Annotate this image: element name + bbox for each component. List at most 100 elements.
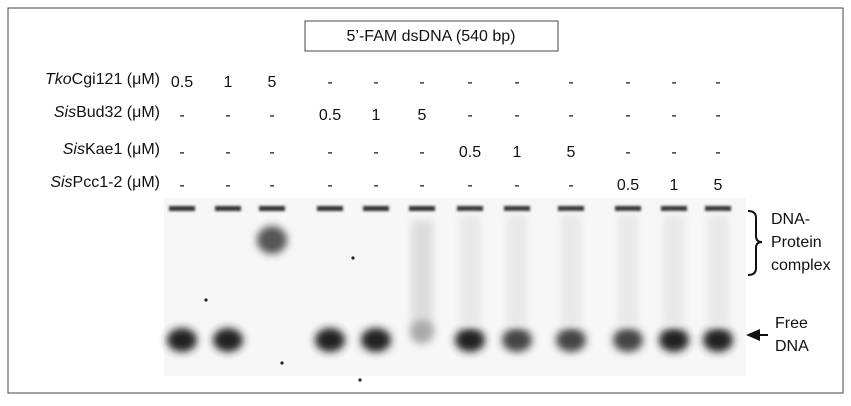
complex-band [257,226,287,254]
concentration: - [179,177,184,194]
smear [507,215,527,325]
concentration: 1 [372,107,381,124]
concentration: - [715,144,720,161]
free-band [659,328,689,352]
well [363,206,389,211]
concentration: - [373,74,378,91]
concentration: - [373,144,378,161]
concentration: - [625,74,630,91]
concentration: - [467,107,472,124]
concentration: - [514,74,519,91]
row-label-italic: Tko [45,71,72,88]
concentration: - [715,107,720,124]
concentration: - [269,107,274,124]
row-label-text: Pcc1-2 (μM) [73,174,160,191]
concentration: - [419,177,424,194]
smear [561,215,581,325]
free-label: Free [775,315,808,332]
well [317,206,343,211]
smear [708,215,728,325]
complex-label: complex [771,257,831,274]
concentration: 5 [418,107,427,124]
gel [164,198,746,376]
speck [204,298,207,301]
row-label-text: Cgi121 (μM) [72,71,160,88]
smear [664,215,684,325]
concentration: - [671,107,676,124]
concentration: - [373,177,378,194]
concentration: - [179,144,184,161]
concentration: - [625,144,630,161]
figure: 5’-FAM dsDNA (540 bp) TkoCgi121 (μM) 0.5 1… [0,0,851,401]
free-band [167,328,197,352]
well [169,206,195,211]
concentration: - [327,177,332,194]
concentration: 5 [714,177,723,194]
free-band [556,328,586,352]
well [259,206,285,211]
concentration: - [514,107,519,124]
concentration: - [715,74,720,91]
well [615,206,641,211]
concentration: 5 [567,144,576,161]
speck [358,378,361,381]
complex-label: DNA- [771,211,810,228]
row-label-text: Kae1 (μM) [85,141,160,158]
concentration: - [327,144,332,161]
concentration: - [225,177,230,194]
concentration: 1 [670,177,679,194]
speck [351,256,354,259]
free-band [213,328,243,352]
complex-label: Protein [771,234,822,251]
concentration: - [269,177,274,194]
well [558,206,584,211]
concentration: - [568,107,573,124]
row-label: SisBud32 (μM) [54,104,160,121]
concentration: - [419,144,424,161]
row-label: TkoCgi121 (μM) [45,71,160,88]
concentration: 1 [513,144,522,161]
row-label-text: Bud32 (μM) [76,104,160,121]
well [215,206,241,211]
row-label-italic: Sis [63,141,85,158]
row-label: SisKae1 (μM) [63,141,160,158]
concentration: - [671,74,676,91]
concentration: - [467,74,472,91]
concentration: - [225,144,230,161]
well [457,206,483,211]
free-band [315,328,345,352]
concentration: 0.5 [617,177,639,194]
concentration: - [625,107,630,124]
title: 5’-FAM dsDNA (540 bp) [347,28,516,45]
well [409,206,435,211]
free-band [703,328,733,352]
free-band [613,328,643,352]
well [504,206,530,211]
well [705,206,731,211]
concentration: - [419,74,424,91]
concentration: 0.5 [171,74,193,91]
concentration: - [269,144,274,161]
concentration: - [568,177,573,194]
smear [460,215,480,325]
concentration: 5 [268,74,277,91]
free-label: DNA [775,338,809,355]
well [661,206,687,211]
free-band [410,320,434,344]
concentration: - [225,107,230,124]
concentration: - [327,74,332,91]
concentration: 0.5 [319,107,341,124]
concentration: 1 [224,74,233,91]
concentration: - [179,107,184,124]
smear [618,215,638,325]
row-label: SisPcc1-2 (μM) [50,174,160,191]
free-band [361,328,391,352]
free-band [502,328,532,352]
concentration: - [467,177,472,194]
concentration: - [568,74,573,91]
concentration: - [671,144,676,161]
free-band [455,328,485,352]
row-label-italic: Sis [50,174,72,191]
speck [280,361,283,364]
smear [411,220,433,330]
